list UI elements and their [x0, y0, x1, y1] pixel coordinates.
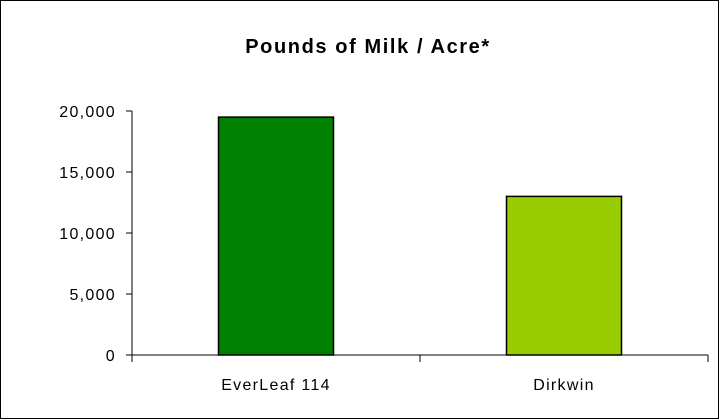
bar-everleaf-114	[217, 116, 335, 356]
y-tick-label: 5,000	[69, 287, 116, 304]
x-category-label: Dirkwin	[533, 377, 595, 394]
bar-dirkwin	[505, 195, 623, 356]
chart-title: Pounds of Milk / Acre*	[245, 36, 491, 58]
x-category-label: EverLeaf 114	[221, 377, 331, 394]
y-tick-label: 10,000	[59, 226, 116, 243]
y-tick-label: 20,000	[59, 104, 116, 121]
y-tick-label: 15,000	[59, 165, 116, 182]
bars	[217, 116, 623, 356]
y-tick-label: 0	[106, 348, 116, 365]
y-axis: 0 5,000 10,000 15,000 20,000	[59, 104, 133, 365]
